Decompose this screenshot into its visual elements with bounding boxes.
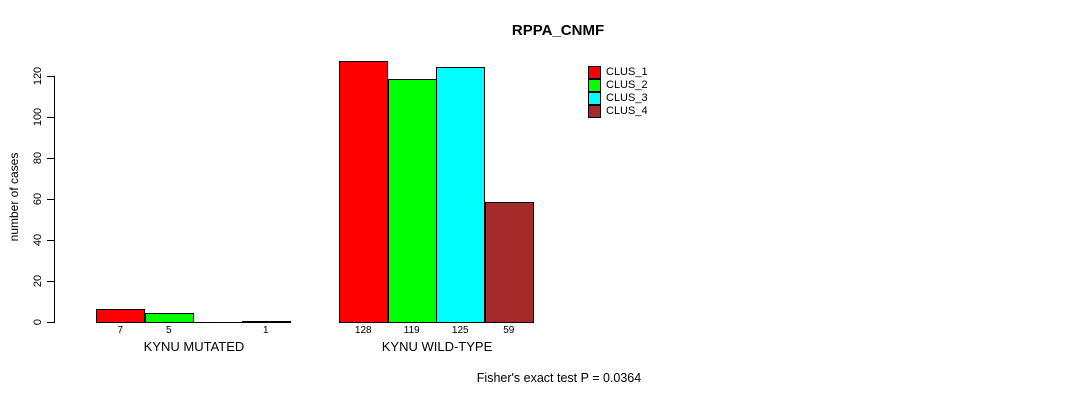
bar-clus_3-zero: [193, 322, 242, 323]
y-axis-label: number of cases: [7, 152, 21, 242]
legend-item-clus_1: CLUS_1: [588, 66, 648, 79]
legend-swatch-icon: [588, 92, 601, 105]
bar-clus_1: [339, 61, 388, 323]
group-label-kynu-wild-type: KYNU WILD-TYPE: [381, 339, 493, 354]
bar-clus_4: [485, 202, 534, 323]
legend-swatch-icon: [588, 66, 601, 79]
bar-value-label: 59: [503, 325, 515, 336]
legend-label: CLUS_2: [606, 79, 648, 91]
y-tick: [47, 158, 54, 159]
y-tick-label: 60: [32, 192, 44, 206]
chart-title: RPPA_CNMF: [511, 22, 605, 39]
bar-clus_3: [436, 67, 485, 323]
bar-value-label: 125: [451, 325, 469, 336]
y-tick-label: 80: [32, 151, 44, 165]
bar-clus_4: [242, 321, 291, 323]
legend-label: CLUS_3: [606, 92, 648, 104]
y-tick: [47, 240, 54, 241]
legend-item-clus_4: CLUS_4: [588, 105, 648, 118]
y-tick-label: 20: [32, 274, 44, 288]
bar-value-label: 5: [165, 325, 172, 336]
y-tick-label: 100: [32, 107, 44, 127]
legend-swatch-icon: [588, 105, 601, 118]
legend-label: CLUS_1: [606, 66, 648, 78]
legend-item-clus_3: CLUS_3: [588, 92, 648, 105]
y-tick-label: 40: [32, 233, 44, 247]
y-tick: [47, 322, 54, 323]
bar-value-label: 7: [117, 325, 124, 336]
y-tick-label: 0: [32, 318, 44, 326]
y-axis: [54, 76, 55, 323]
legend: CLUS_1 CLUS_2 CLUS_3 CLUS_4: [588, 66, 648, 118]
y-tick: [47, 117, 54, 118]
y-tick: [47, 76, 54, 77]
bar-clus_2: [388, 79, 437, 323]
bar-value-label: 1: [262, 325, 269, 336]
bar-value-label: 119: [403, 325, 420, 336]
group-label-kynu-mutated: KYNU MUTATED: [143, 339, 245, 354]
bar-clus_2: [145, 313, 194, 323]
legend-swatch-icon: [588, 79, 601, 92]
legend-label: CLUS_4: [606, 105, 648, 117]
bar-clus_1: [96, 309, 145, 323]
legend-item-clus_2: CLUS_2: [588, 79, 648, 92]
y-tick: [47, 199, 54, 200]
y-tick-label: 120: [32, 66, 44, 86]
y-tick: [47, 281, 54, 282]
fisher-test-caption: Fisher's exact test P = 0.0364: [476, 371, 642, 385]
bar-value-label: 128: [354, 325, 372, 336]
